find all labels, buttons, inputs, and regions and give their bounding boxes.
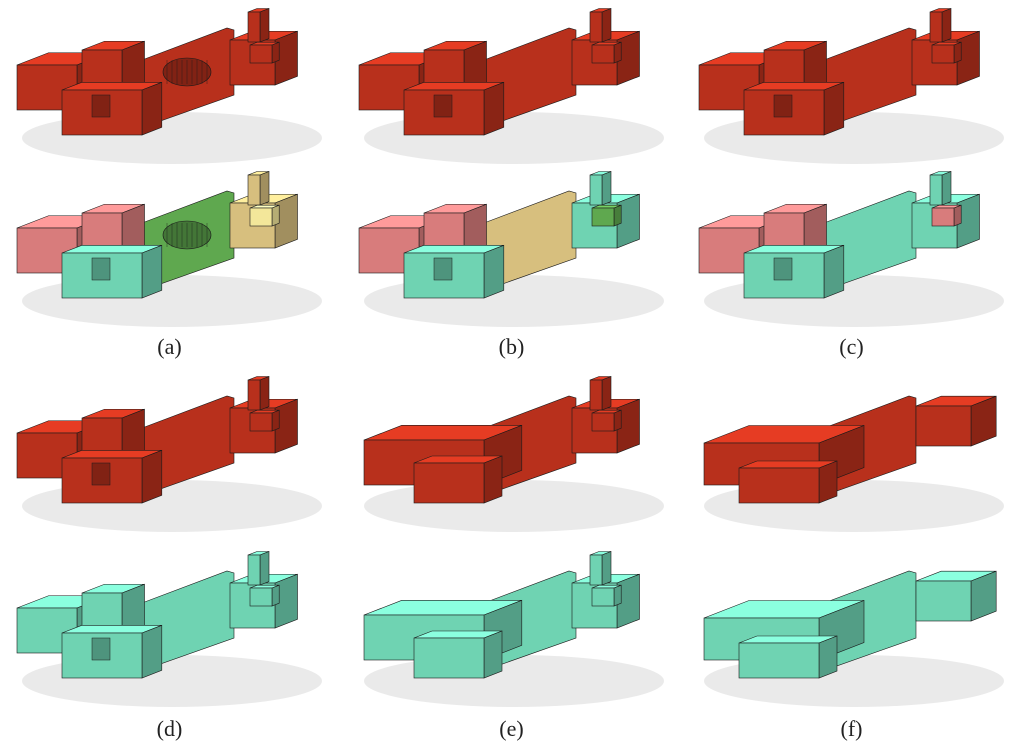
caption-e: (e) [499, 716, 524, 741]
cradle-slot [91, 637, 111, 661]
right-post [589, 551, 612, 586]
right-insert [249, 41, 280, 64]
panel-d-cyan [2, 543, 337, 725]
panel-e-cyan [344, 543, 679, 725]
left-cradle [403, 244, 505, 299]
left-cradle [743, 81, 845, 136]
panel-a-segmented [2, 163, 337, 345]
left-base [738, 635, 838, 679]
right-post [589, 8, 612, 43]
left-cradle [61, 244, 163, 299]
caption-d: (d) [156, 716, 183, 741]
caption-b: (b) [498, 334, 525, 359]
caption-c: (c) [839, 334, 864, 359]
right-post [589, 376, 612, 411]
panel-b-red [344, 0, 679, 182]
cradle-slot [433, 94, 453, 118]
cradle-slot [91, 94, 111, 118]
caption-f: (f) [840, 716, 863, 741]
panel-b-segmented [344, 163, 679, 345]
left-cradle [61, 81, 163, 136]
panel-f-red [684, 368, 1019, 550]
right-post [929, 8, 952, 43]
right-post [247, 551, 270, 586]
left-cradle [403, 81, 505, 136]
right-insert [249, 204, 280, 227]
caption-a: (a) [157, 334, 182, 359]
floor-shadow [364, 655, 664, 707]
panel-f-cyan [684, 543, 1019, 725]
right-insert [591, 204, 622, 227]
right-post [247, 171, 270, 206]
right-insert [591, 41, 622, 64]
left-cradle [413, 630, 503, 679]
left-cradle [743, 244, 845, 299]
panel-d-red [2, 368, 337, 550]
right-insert [591, 584, 622, 607]
left-base [738, 460, 838, 504]
cradle-slot [91, 462, 111, 486]
left-housing [703, 425, 865, 486]
right-insert [249, 409, 280, 432]
right-post [589, 171, 612, 206]
left-clamp [81, 40, 145, 96]
right-post [247, 8, 270, 43]
left-cradle [61, 624, 163, 679]
right-insert [249, 584, 280, 607]
right-post [247, 376, 270, 411]
panel-e-red [344, 368, 679, 550]
left-clamp [423, 203, 487, 259]
floor-shadow [364, 480, 664, 532]
left-cradle [413, 455, 503, 504]
cradle-slot [773, 257, 793, 281]
cradle-slot [433, 257, 453, 281]
left-clamp [81, 203, 145, 259]
right-insert [931, 41, 962, 64]
cradle-slot [773, 94, 793, 118]
panel-c-segmented [684, 163, 1019, 345]
right-insert [591, 409, 622, 432]
panel-c-red [684, 0, 1019, 182]
right-insert [931, 204, 962, 227]
left-clamp [81, 583, 145, 639]
right-housing [915, 395, 997, 447]
panel-a-red [2, 0, 337, 182]
left-cradle [61, 449, 163, 504]
right-post [929, 171, 952, 206]
cradle-slot [91, 257, 111, 281]
right-housing [915, 570, 997, 622]
